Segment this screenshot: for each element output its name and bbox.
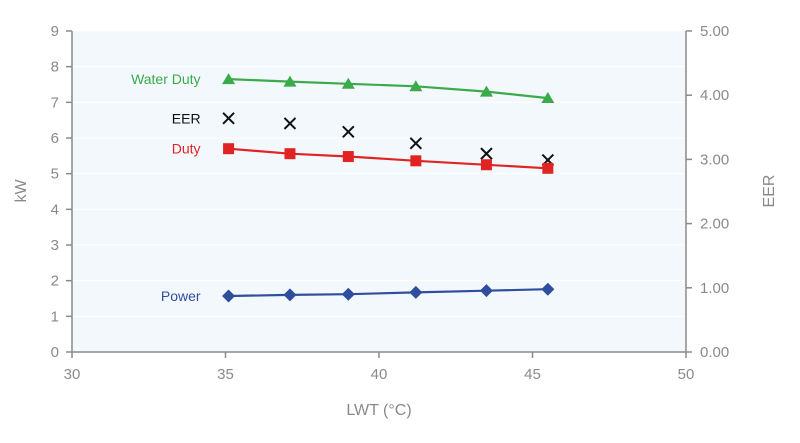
- water-duty-point: [409, 80, 423, 92]
- power-point: [341, 287, 355, 301]
- y-tick-label: 6: [51, 130, 59, 147]
- y-tick-label: 4: [51, 201, 59, 218]
- y2-tick-labels: 0.00 1.00 2.00 3.00 4.00 5.00: [700, 23, 729, 361]
- series-labels: Water Duty EER Duty Power: [131, 71, 201, 304]
- series-layer: [222, 73, 555, 303]
- duty-series-label: Duty: [172, 141, 201, 157]
- x-tick-label: 40: [371, 366, 388, 383]
- y2-tick-label: 1.00: [700, 280, 729, 297]
- y-tick-label: 2: [51, 273, 59, 290]
- y-tick-label: 0: [51, 344, 59, 361]
- x-tick-label: 50: [678, 366, 695, 383]
- eer-point: [283, 117, 297, 130]
- y-tick-label: 9: [51, 23, 59, 40]
- x-tick-labels: 30 35 40 45 50: [64, 366, 695, 383]
- y-tick-label: 1: [51, 308, 59, 325]
- duty-point: [480, 159, 492, 171]
- duty-point: [284, 148, 296, 160]
- x-tick-label: 35: [217, 366, 234, 383]
- eer-point: [342, 125, 355, 139]
- power-point: [283, 288, 297, 302]
- duty-point: [342, 151, 354, 163]
- water-duty-series-line: [228, 78, 549, 100]
- power-point: [222, 289, 236, 303]
- x-tick-label: 30: [64, 366, 81, 383]
- power-series-line: [228, 288, 548, 298]
- eer-point: [222, 112, 235, 125]
- y2-tick-label: 4.00: [700, 87, 729, 104]
- y-tick-label: 7: [51, 94, 59, 111]
- eer-point: [480, 147, 493, 160]
- y-tick-labels: 0 1 2 3 4 5 6 7 8 9: [51, 23, 59, 361]
- y2-tick-label: 0.00: [700, 344, 729, 361]
- duty-series-line: [228, 147, 548, 170]
- water-duty-point: [479, 85, 493, 97]
- y2-tick-label: 2.00: [700, 216, 729, 233]
- eer-series-label: EER: [172, 110, 201, 126]
- y-axis-title: kW: [13, 179, 30, 203]
- y2-tick-label: 3.00: [700, 151, 729, 168]
- duty-point: [223, 143, 235, 155]
- y-tick-label: 3: [51, 237, 59, 254]
- axes: [66, 30, 692, 358]
- water-duty-series-label: Water Duty: [131, 71, 201, 87]
- power-point: [541, 282, 555, 296]
- y-tick-label: 5: [51, 166, 59, 183]
- y2-axis-title: EER: [761, 175, 778, 208]
- power-series-label: Power: [161, 288, 201, 304]
- power-point: [409, 285, 423, 299]
- water-duty-point: [222, 73, 236, 85]
- water-duty-point: [283, 75, 297, 87]
- power-point: [479, 284, 493, 298]
- eer-point: [409, 137, 423, 150]
- duty-point: [410, 155, 422, 167]
- gridlines: [72, 30, 686, 317]
- water-duty-point: [341, 77, 355, 89]
- duty-point: [542, 162, 554, 174]
- y2-tick-label: 5.00: [700, 23, 729, 40]
- water-duty-point: [541, 92, 555, 104]
- y-tick-label: 8: [51, 59, 59, 76]
- x-tick-label: 45: [524, 366, 541, 383]
- x-axis-title: LWT (°C): [346, 402, 411, 419]
